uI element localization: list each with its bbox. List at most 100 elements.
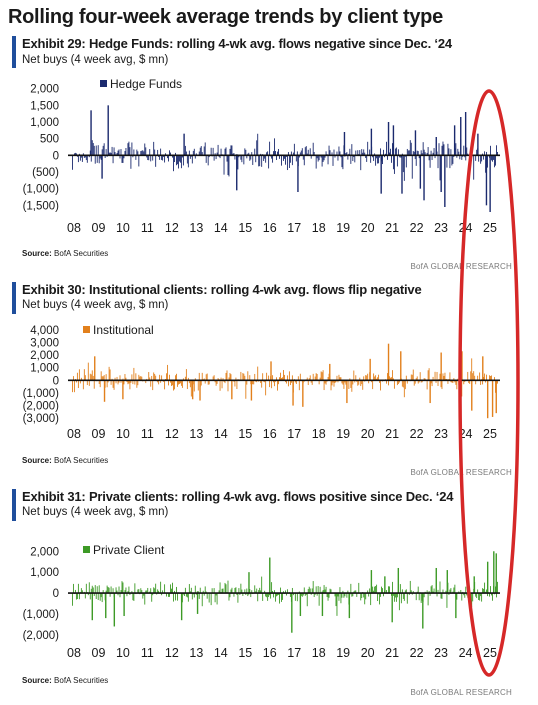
data-bar	[78, 369, 80, 381]
data-bar	[256, 588, 258, 594]
data-bar	[126, 380, 128, 382]
data-bar	[419, 372, 421, 381]
data-bar	[152, 155, 154, 161]
data-bar	[244, 589, 246, 594]
data-bar	[203, 146, 205, 156]
data-bar	[350, 583, 352, 594]
data-bar	[408, 150, 410, 156]
data-bar	[376, 155, 378, 159]
data-bar	[326, 593, 328, 597]
data-bar	[99, 155, 101, 159]
x-tick-label: 10	[116, 646, 130, 660]
data-bar	[230, 145, 232, 156]
data-bar	[405, 589, 407, 594]
data-bar	[427, 147, 429, 156]
data-bar	[372, 155, 374, 158]
data-bar	[198, 151, 200, 156]
data-bar	[431, 380, 433, 387]
data-bar	[372, 380, 374, 390]
data-bar	[134, 583, 136, 594]
data-bar	[204, 380, 206, 384]
credit-label: BofA GLOBAL RESEARCH	[410, 688, 512, 697]
data-bar	[403, 593, 405, 601]
data-bar	[83, 155, 85, 158]
page-title: Rolling four-week average trends by clie…	[8, 6, 443, 28]
data-bar	[246, 588, 248, 594]
data-bar	[131, 142, 133, 156]
data-bar	[106, 380, 108, 388]
data-bar	[279, 593, 280, 604]
data-bar	[262, 373, 264, 381]
data-bar	[84, 593, 86, 599]
data-bar	[216, 152, 218, 156]
spike-bar	[343, 132, 346, 156]
data-bar	[178, 380, 180, 384]
data-bar	[220, 148, 222, 156]
data-bar	[316, 374, 318, 381]
data-bar	[387, 155, 388, 160]
data-bar	[199, 147, 201, 156]
data-bar	[393, 380, 395, 389]
data-bar	[160, 380, 162, 383]
data-bar	[229, 593, 231, 598]
data-bar	[406, 380, 408, 384]
x-tick-label: 15	[238, 646, 252, 660]
data-bar	[168, 155, 169, 162]
x-tick-label: 21	[385, 646, 399, 660]
data-bar	[204, 586, 206, 594]
data-bar	[302, 155, 304, 160]
data-bar	[392, 593, 394, 596]
data-bar	[434, 155, 436, 159]
data-bar	[312, 142, 314, 156]
data-bar	[117, 593, 119, 596]
data-bar	[390, 377, 391, 381]
data-bar	[380, 593, 382, 597]
data-bar	[452, 155, 454, 164]
data-bar	[347, 155, 349, 160]
legend-label: Institutional	[93, 323, 154, 337]
data-bar	[288, 155, 290, 168]
data-bar	[148, 372, 150, 381]
data-bar	[298, 155, 300, 158]
data-bar	[373, 590, 375, 594]
data-bar	[281, 155, 282, 166]
data-bar	[338, 146, 340, 156]
data-bar	[428, 591, 430, 594]
data-bar	[355, 375, 357, 381]
data-bar	[411, 155, 413, 179]
x-tick-label: 08	[67, 221, 81, 235]
data-bar	[120, 590, 122, 594]
data-bar	[439, 155, 441, 181]
data-bar	[375, 155, 377, 166]
data-bar	[90, 155, 92, 162]
data-bar	[285, 155, 286, 165]
data-bar	[418, 155, 420, 159]
data-bar	[366, 155, 368, 162]
data-bar	[245, 380, 247, 399]
x-tick-label: 13	[189, 221, 203, 235]
x-tick-label: 11	[141, 646, 154, 660]
data-bar	[175, 593, 176, 601]
data-bar	[328, 145, 330, 156]
data-bar	[433, 588, 435, 594]
data-bar	[308, 378, 310, 381]
exhibit-title: Exhibit 31: Private clients: rolling 4-w…	[22, 489, 454, 504]
data-bar	[333, 149, 335, 156]
data-bar	[170, 380, 171, 383]
data-bar	[319, 377, 321, 381]
data-bar	[325, 586, 327, 594]
data-bar	[440, 593, 442, 599]
data-bar	[79, 380, 81, 384]
data-bar	[334, 380, 336, 383]
data-bar	[383, 593, 384, 597]
data-bar	[415, 378, 417, 381]
data-bar	[216, 380, 218, 384]
data-bar	[267, 151, 269, 156]
data-bar	[417, 380, 419, 384]
spike-bar	[384, 576, 386, 594]
data-bar	[279, 377, 280, 381]
spike-bar	[113, 593, 116, 627]
data-bar	[437, 155, 439, 169]
data-bar	[446, 155, 448, 168]
data-bar	[145, 147, 147, 156]
